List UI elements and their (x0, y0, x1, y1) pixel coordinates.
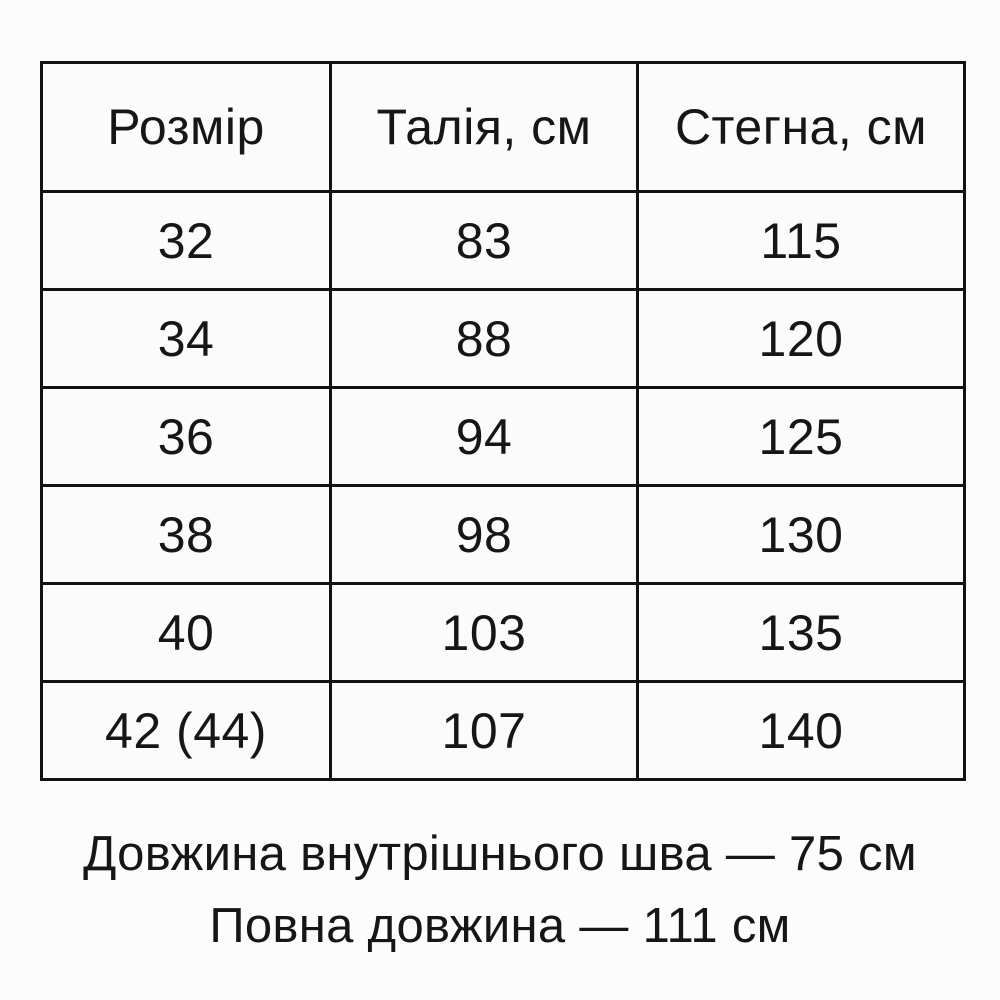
size-cell: 36 (40, 386, 332, 487)
table-row: 34 88 120 (40, 288, 966, 389)
size-chart-table: Розмір Талія, см Стегна, см 32 83 115 34… (40, 61, 966, 781)
note-inseam-length: Довжина внутрішнього шва — 75 см (83, 827, 917, 881)
size-cell: 34 (40, 288, 332, 389)
hips-cell: 130 (636, 484, 966, 585)
hips-cell: 120 (636, 288, 966, 389)
waist-cell: 94 (329, 386, 639, 487)
column-header-size: Розмір (40, 61, 332, 193)
table-row: 42 (44) 107 140 (40, 680, 966, 781)
size-cell: 38 (40, 484, 332, 585)
measurement-notes: Довжина внутрішнього шва — 75 см Повна д… (0, 818, 1000, 962)
waist-cell: 88 (329, 288, 639, 389)
column-header-waist: Талія, см (329, 61, 639, 193)
hips-cell: 140 (636, 680, 966, 781)
note-full-length: Повна довжина — 111 см (209, 899, 791, 953)
waist-cell: 83 (329, 190, 639, 291)
header-row: Розмір Талія, см Стегна, см (40, 61, 966, 193)
table-row: 40 103 135 (40, 582, 966, 683)
size-cell: 32 (40, 190, 332, 291)
table-row: 32 83 115 (40, 190, 966, 291)
table-row: 38 98 130 (40, 484, 966, 585)
hips-cell: 125 (636, 386, 966, 487)
size-cell: 40 (40, 582, 332, 683)
hips-cell: 115 (636, 190, 966, 291)
column-header-hips: Стегна, см (636, 61, 966, 193)
waist-cell: 107 (329, 680, 639, 781)
waist-cell: 103 (329, 582, 639, 683)
hips-cell: 135 (636, 582, 966, 683)
size-cell: 42 (44) (40, 680, 332, 781)
waist-cell: 98 (329, 484, 639, 585)
table-row: 36 94 125 (40, 386, 966, 487)
